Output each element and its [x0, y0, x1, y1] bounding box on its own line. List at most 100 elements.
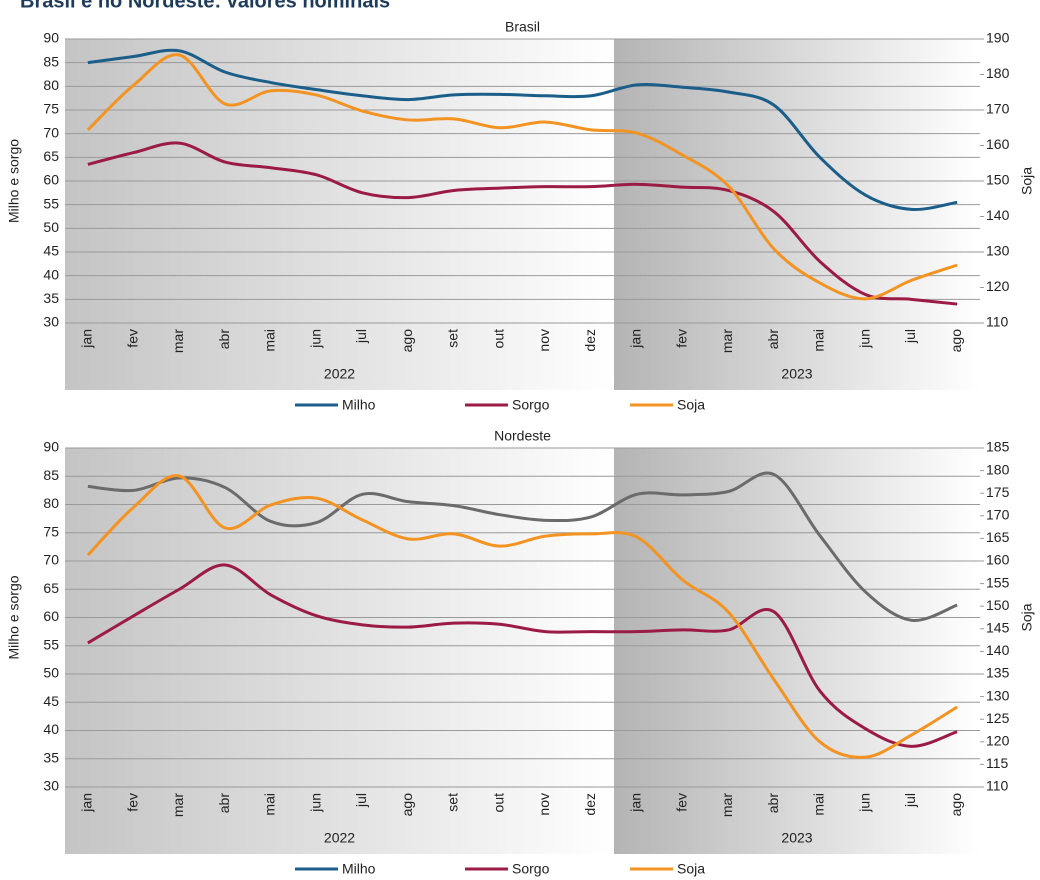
x-tick-label: ago — [399, 793, 415, 817]
x-tick-label: abr — [216, 793, 232, 814]
y2-tick-label: 190 — [986, 30, 1010, 46]
y2-tick-label: 120 — [986, 278, 1010, 294]
data-line — [87, 471, 958, 622]
x-tick-label: ago — [399, 329, 415, 353]
y-tick-label: 55 — [43, 636, 59, 652]
chart-title: Brasil — [505, 19, 540, 35]
y2-tick-label: 140 — [986, 642, 1010, 658]
x-tick-label: jun — [307, 793, 323, 813]
y2-tick-label: 170 — [986, 101, 1010, 117]
group-label: 2022 — [324, 830, 355, 846]
x-tick-label: jul — [353, 793, 369, 808]
y2-tick-label: 180 — [986, 461, 1010, 477]
figure-title: Brasil e no Nordeste: valores nominais — [20, 0, 390, 12]
x-tick-label: ago — [948, 793, 964, 817]
y-tick-label: 40 — [43, 266, 59, 282]
x-tick-label: jan — [628, 329, 644, 349]
legend-label: Soja — [677, 861, 705, 877]
y2-tick-label: 175 — [986, 484, 1010, 500]
y-tick-label: 35 — [43, 290, 59, 306]
y-tick-label: 75 — [43, 523, 59, 539]
x-tick-label: fev — [124, 329, 140, 348]
x-tick-label: abr — [216, 329, 232, 350]
x-tick-label: ago — [948, 329, 964, 353]
y-tick-label: 30 — [43, 314, 59, 330]
y2-tick-label: 115 — [986, 755, 1009, 771]
y2-axis-label: Soja — [1019, 603, 1035, 631]
legend-label: Soja — [677, 397, 705, 413]
x-tick-label: out — [490, 793, 506, 813]
x-tick-label: fev — [673, 329, 689, 348]
y-tick-label: 85 — [43, 53, 59, 69]
x-tick-label: fev — [673, 793, 689, 812]
legend-label: Milho — [342, 861, 376, 877]
x-tick-label: mar — [170, 329, 186, 353]
y-tick-label: 50 — [43, 219, 59, 235]
y2-tick-label: 180 — [986, 65, 1010, 81]
y2-tick-label: 160 — [986, 552, 1010, 568]
y-tick-label: 80 — [43, 495, 59, 511]
x-tick-label: out — [490, 329, 506, 349]
y2-tick-label: 110 — [986, 778, 1009, 794]
data-line — [87, 563, 958, 748]
x-tick-label: abr — [765, 329, 781, 350]
y-axis-label: Milho e sorgo — [6, 139, 22, 223]
x-tick-label: dez — [582, 793, 598, 816]
x-tick-label: mai — [262, 793, 278, 816]
x-tick-label: set — [445, 329, 461, 348]
y2-tick-label: 155 — [986, 574, 1010, 590]
x-tick-label: nov — [536, 329, 552, 352]
y-tick-label: 75 — [43, 101, 59, 117]
x-tick-label: jun — [307, 329, 323, 349]
y2-tick-label: 120 — [986, 733, 1010, 749]
data-line — [87, 48, 958, 211]
y-tick-label: 45 — [43, 243, 59, 259]
y-tick-label: 60 — [43, 172, 59, 188]
group-label: 2023 — [781, 830, 812, 846]
x-tick-label: jul — [353, 329, 369, 344]
y2-tick-label: 110 — [986, 314, 1009, 330]
legend-label: Milho — [342, 397, 376, 413]
group-background — [65, 39, 614, 390]
y-tick-label: 65 — [43, 148, 59, 164]
y-tick-label: 85 — [43, 467, 59, 483]
x-tick-label: set — [445, 793, 461, 812]
x-tick-label: jan — [628, 793, 644, 813]
y-tick-label: 55 — [43, 195, 59, 211]
x-tick-label: mai — [811, 793, 827, 816]
y2-tick-label: 150 — [986, 172, 1010, 188]
data-line — [86, 53, 958, 301]
y2-tick-label: 185 — [986, 439, 1010, 455]
x-tick-label: mai — [811, 329, 827, 352]
y-tick-label: 70 — [43, 552, 59, 568]
y2-tick-label: 130 — [986, 243, 1010, 259]
y2-tick-label: 125 — [986, 710, 1010, 726]
x-tick-label: mar — [170, 793, 186, 817]
x-tick-label: nov — [536, 793, 552, 816]
group-background — [614, 39, 980, 390]
x-tick-label: abr — [765, 793, 781, 814]
legend-label: Sorgo — [512, 397, 550, 413]
y2-tick-label: 165 — [986, 529, 1010, 545]
y2-tick-label: 150 — [986, 597, 1010, 613]
y2-axis-label: Soja — [1019, 167, 1035, 195]
y-tick-label: 80 — [43, 77, 59, 93]
x-tick-label: mai — [262, 329, 278, 352]
y2-tick-label: 145 — [986, 620, 1010, 636]
chart-title: Nordeste — [494, 428, 551, 444]
x-tick-label: jul — [902, 793, 918, 808]
y-tick-label: 40 — [43, 721, 59, 737]
x-tick-label: dez — [582, 329, 598, 352]
legend-label: Sorgo — [512, 861, 550, 877]
y-tick-label: 60 — [43, 608, 59, 624]
y-tick-label: 70 — [43, 124, 59, 140]
group-background — [65, 448, 614, 854]
y2-tick-label: 130 — [986, 687, 1010, 703]
data-line — [86, 474, 958, 759]
y-tick-label: 90 — [43, 439, 59, 455]
y-axis-label: Milho e sorgo — [6, 575, 22, 659]
group-label: 2022 — [324, 366, 355, 382]
y-tick-label: 50 — [43, 665, 59, 681]
x-tick-label: jun — [856, 329, 872, 349]
